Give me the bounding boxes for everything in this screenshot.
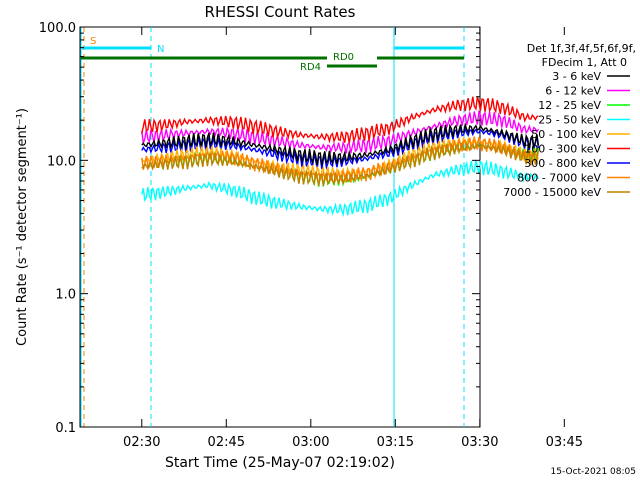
x-tick-label: 03:45 <box>546 435 583 450</box>
night-label: N <box>157 44 164 55</box>
y-tick-label: 1.0 <box>55 288 76 303</box>
x-axis-label: Start Time (25-May-07 02:19:02) <box>165 455 395 471</box>
series-line <box>141 141 540 187</box>
legend-entry-label: 100 - 300 keV <box>524 143 601 156</box>
legend-entry-label: 50 - 100 keV <box>531 128 601 141</box>
legend-entry-label: 7000 - 15000 keV <box>503 186 601 199</box>
x-tick-label: 03:15 <box>377 435 414 450</box>
legend-entry-label: 12 - 25 keV <box>538 99 601 112</box>
y-tick-label: 0.1 <box>55 421 76 436</box>
legend-entry-label: 300 - 800 keV <box>524 157 601 170</box>
legend-header-line2: FDecim 1, Att 0 <box>542 56 627 69</box>
y-tick-label: 10.0 <box>47 154 76 169</box>
chart-title: RHESSI Count Rates <box>205 3 356 21</box>
x-tick-label: 02:30 <box>123 435 160 450</box>
y-tick-label: 100.0 <box>39 21 76 36</box>
series-layer <box>141 96 540 218</box>
series-line <box>141 159 540 218</box>
series-line <box>141 122 540 166</box>
y-axis-label: Count Rate (s⁻¹ detector segment⁻¹) <box>15 108 30 346</box>
legend-header-line1: Det 1f,3f,4f,5f,6f,9f, <box>527 42 636 55</box>
legend-entry-label: 3 - 6 keV <box>552 70 601 83</box>
series-line <box>141 96 539 144</box>
series-line <box>141 126 540 171</box>
rd0-label: RD0 <box>333 52 354 63</box>
rd4-label: RD4 <box>300 62 321 73</box>
x-tick-label: 02:45 <box>208 435 245 450</box>
legend: Det 1f,3f,4f,5f,6f,9f,FDecim 1, Att 03 -… <box>503 42 636 199</box>
legend-entry-label: 6 - 12 keV <box>545 85 601 98</box>
x-tick-label: 03:00 <box>292 435 329 450</box>
x-tick-label: 03:30 <box>461 435 498 450</box>
axes-layer: 0.1 1.0 10.0 100.0 02:30 02:45 03:00 03:15 03:30… <box>39 21 583 450</box>
plot-frame <box>79 26 481 428</box>
legend-entry-label: 800 - 7000 keV <box>517 172 601 185</box>
footer-date: 15-Oct-2021 08:05 <box>551 467 636 477</box>
series-line <box>141 109 540 154</box>
saa-label: S <box>90 36 96 47</box>
state-bars: S N RD0 RD4 <box>80 27 465 427</box>
legend-entry-label: 25 - 50 keV <box>538 114 601 127</box>
